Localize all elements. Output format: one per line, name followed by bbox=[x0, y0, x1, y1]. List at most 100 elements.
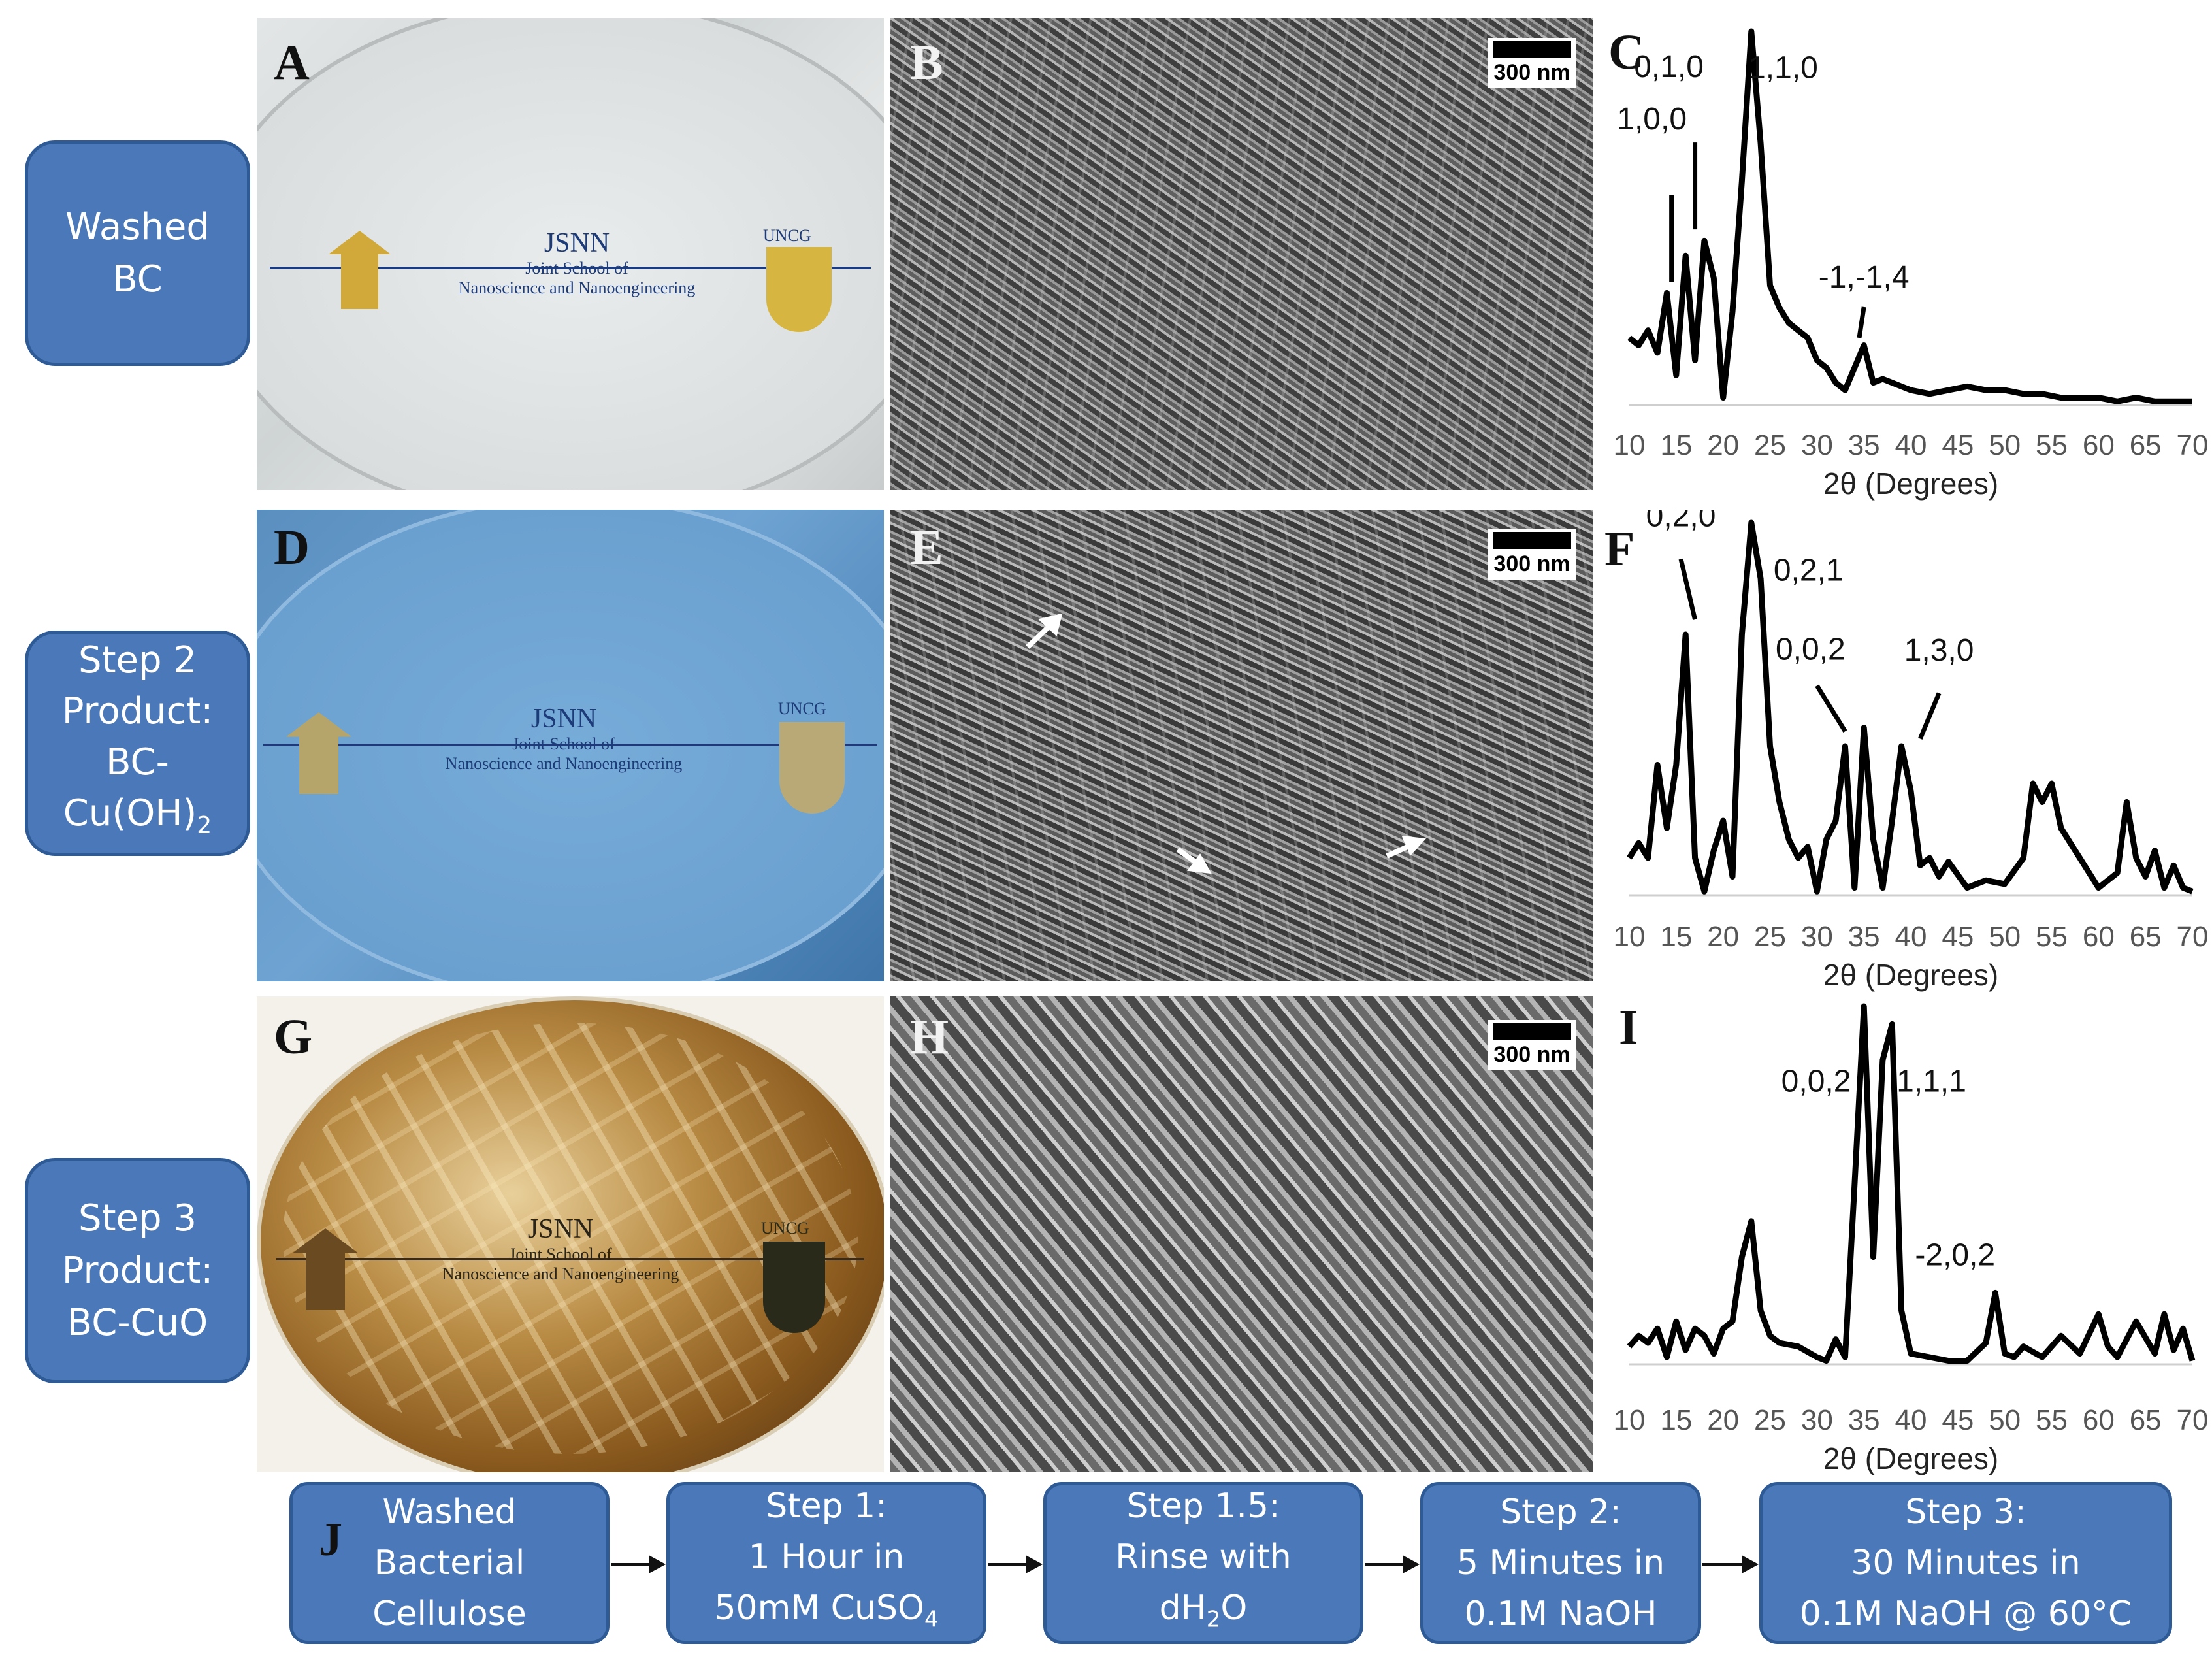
x-tick-label: 20 bbox=[1707, 429, 1739, 461]
panel-letter-a: A bbox=[274, 35, 310, 90]
jsnn-subtitle-2: Nanoscience and Nanoengineering bbox=[442, 1264, 679, 1283]
flow-line: Rinse with bbox=[1115, 1538, 1292, 1577]
x-tick-label: 10 bbox=[1614, 1404, 1646, 1436]
peak-leader-line bbox=[1918, 692, 1942, 740]
flow-line: Bacterial bbox=[374, 1543, 525, 1583]
jsnn-subtitle-1: Joint School of bbox=[512, 734, 615, 753]
row-label-washed-bc: Washed BC bbox=[25, 140, 250, 366]
x-tick-label: 35 bbox=[1848, 429, 1880, 461]
x-tick-label: 60 bbox=[2083, 1404, 2115, 1436]
flow-line: dH2O bbox=[1160, 1583, 1248, 1645]
panel-letter-h: H bbox=[910, 1010, 949, 1064]
x-axis-label: 2θ (Degrees) bbox=[1823, 958, 1998, 992]
peak-label: 0,2,0 bbox=[1646, 510, 1716, 534]
sem-texture-overlay bbox=[890, 18, 1593, 490]
uncg-crest bbox=[763, 1242, 825, 1333]
xrd-series-line bbox=[1627, 519, 2194, 895]
panel-b-sem: B 300 nm bbox=[890, 18, 1593, 490]
x-tick-label: 15 bbox=[1660, 429, 1692, 461]
row-label-step2-product: Step 2 Product: BC- Cu(OH)2 bbox=[25, 631, 250, 856]
peak-label: 0,0,2 bbox=[1781, 1064, 1851, 1099]
formula-subscript: 2 bbox=[1206, 1606, 1221, 1633]
xrd-series-line bbox=[1627, 1003, 2196, 1364]
x-tick-label: 65 bbox=[2130, 921, 2162, 953]
flow-line: Step 2: bbox=[1500, 1492, 1621, 1532]
peak-label: 1,0,0 bbox=[1617, 102, 1687, 137]
scale-bar-line bbox=[1493, 1023, 1571, 1040]
row-label-line: Product: bbox=[61, 1249, 214, 1292]
x-tick-label: 10 bbox=[1614, 921, 1646, 953]
scale-bar: 300 nm bbox=[1488, 38, 1576, 88]
panel-d-photo: UNCG JSNN Joint School of Nanoscience an… bbox=[257, 510, 884, 981]
panel-letter-e: E bbox=[910, 520, 943, 575]
panel-g-photo: UNCG JSNN Joint School of Nanoscience an… bbox=[257, 996, 884, 1472]
jsnn-subtitle-1: Joint School of bbox=[525, 259, 628, 278]
panel-letter-b: B bbox=[910, 35, 943, 90]
logo-line bbox=[263, 744, 877, 746]
x-tick-label: 40 bbox=[1895, 921, 1927, 953]
flow-arrow-3 bbox=[1365, 1555, 1420, 1573]
peak-label: 0,0,2 bbox=[1776, 632, 1846, 667]
x-tick-label: 15 bbox=[1660, 921, 1692, 953]
x-tick-label: 50 bbox=[1989, 921, 2021, 953]
x-tick-label: 70 bbox=[2177, 921, 2209, 953]
x-tick-label: 55 bbox=[2036, 1404, 2068, 1436]
x-tick-label: 50 bbox=[1989, 1404, 2021, 1436]
panel-letter-c: C bbox=[1608, 25, 1644, 80]
panel-letter-i: I bbox=[1619, 1000, 1638, 1055]
peak-label: 1,3,0 bbox=[1904, 633, 1974, 668]
x-tick-label: 40 bbox=[1895, 1404, 1927, 1436]
flow-line: 1 Hour in bbox=[748, 1538, 905, 1577]
flow-step-2: Step 2: 5 Minutes in 0.1M NaOH bbox=[1420, 1482, 1701, 1644]
flow-step-washed-bc: Washed Bacterial Cellulose bbox=[289, 1482, 610, 1644]
row-label-line: BC bbox=[112, 257, 163, 301]
xrd-chart-c: 10 15 20 25 30 35 40 45 50 55 60 65 70 2θ (Degrees) 1,… bbox=[1614, 28, 2208, 501]
jsnn-title: JSNN bbox=[544, 228, 610, 258]
row-label-line: Product: bbox=[61, 689, 214, 733]
x-tick-label: 60 bbox=[2083, 921, 2115, 953]
row-label-line: BC-CuO bbox=[67, 1301, 208, 1344]
jsnn-subtitle-2: Nanoscience and Nanoengineering bbox=[458, 278, 696, 297]
fiber-veins bbox=[283, 1023, 858, 1454]
formula-main: Cu(OH) bbox=[63, 791, 197, 834]
x-tick-label: 15 bbox=[1660, 1404, 1692, 1436]
formula-subscript: 2 bbox=[197, 812, 212, 840]
jsnn-subtitle-2: Nanoscience and Nanoengineering bbox=[445, 754, 683, 773]
flow-line: 30 Minutes in bbox=[1851, 1543, 2081, 1583]
row-label-line: Step 2 bbox=[78, 638, 197, 682]
petri-dish bbox=[257, 996, 884, 1472]
flow-line: 50mM CuSO4 bbox=[714, 1583, 938, 1645]
scale-bar-label: 300 nm bbox=[1493, 60, 1570, 85]
x-tick-label: 25 bbox=[1754, 1404, 1786, 1436]
scale-bar: 300 nm bbox=[1488, 529, 1576, 580]
row-label-line: Step 3 bbox=[78, 1196, 197, 1240]
uncg-crest bbox=[766, 247, 832, 332]
peak-leader-line bbox=[1857, 306, 1866, 338]
panel-letter-d: D bbox=[274, 520, 310, 575]
peak-label: -1,-1,4 bbox=[1819, 260, 1910, 295]
sem-texture-overlay bbox=[890, 510, 1593, 981]
flow-line: Step 1.5: bbox=[1126, 1487, 1280, 1526]
jsnn-text-block: JSNN Joint School of Nanoscience and Nan… bbox=[387, 703, 740, 774]
x-tick-label: 30 bbox=[1801, 1404, 1833, 1436]
white-arrow-icon bbox=[1026, 613, 1063, 649]
formula-main: 50mM CuSO bbox=[714, 1589, 924, 1628]
x-tick-label: 20 bbox=[1707, 1404, 1739, 1436]
panel-f-xrd: 10 15 20 25 30 35 40 45 50 55 60 65 70 2θ (Degrees) 0,… bbox=[1601, 510, 2212, 1006]
x-tick-label: 30 bbox=[1801, 429, 1833, 461]
scale-bar-line bbox=[1493, 41, 1571, 58]
peak-label: -2,0,2 bbox=[1915, 1238, 1995, 1272]
scale-bar-line bbox=[1493, 532, 1571, 549]
panel-letter-g: G bbox=[274, 1010, 313, 1064]
jsnn-title: JSNN bbox=[527, 1214, 594, 1244]
flow-line: Step 3: bbox=[1905, 1492, 2026, 1532]
x-tick-label: 25 bbox=[1754, 429, 1786, 461]
formula-main: dH bbox=[1159, 1589, 1207, 1628]
peak-leader-line bbox=[1815, 684, 1847, 733]
x-tick-label: 20 bbox=[1707, 921, 1739, 953]
xrd-series-line bbox=[1627, 28, 2192, 404]
panel-a-photo: UNCG JSNN Joint School of Nanoscience an… bbox=[257, 18, 884, 490]
scale-bar: 300 nm bbox=[1488, 1020, 1576, 1070]
x-tick-label: 65 bbox=[2130, 1404, 2162, 1436]
flow-line: Cellulose bbox=[372, 1594, 527, 1634]
